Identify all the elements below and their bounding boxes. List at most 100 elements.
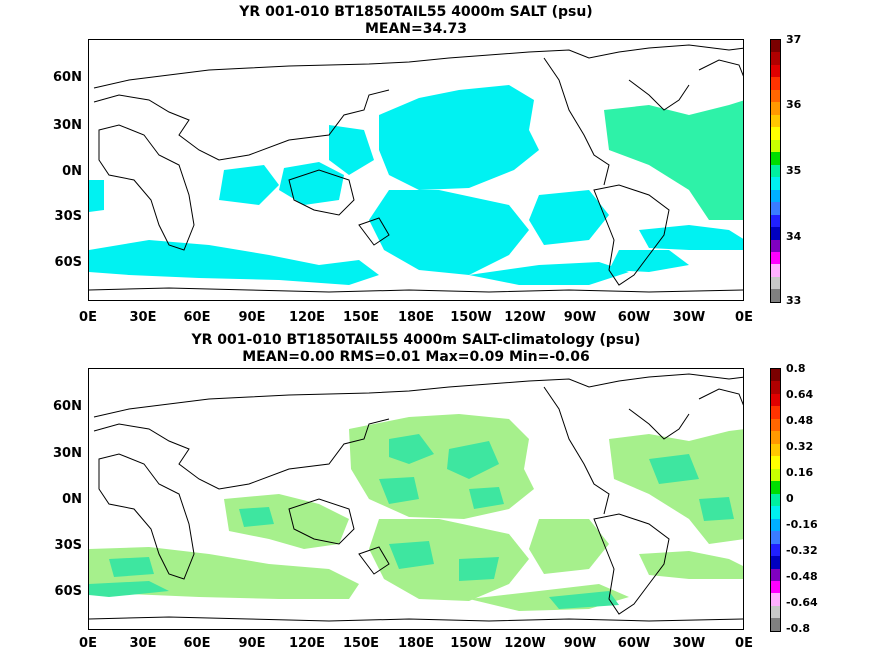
- colorbar-segment: [771, 481, 780, 494]
- panel2-title: YR 001-010 BT1850TAIL55 4000m SALT-clima…: [191, 332, 641, 348]
- colorbar-segment: [771, 40, 780, 53]
- panel1-cbar-label-37: 37: [786, 33, 802, 46]
- colorbar-segment: [771, 605, 780, 619]
- colorbar-segment: [771, 468, 780, 482]
- panel1-lon-180e: 180E: [397, 310, 435, 325]
- panel2-lon-120e: 120E: [288, 636, 326, 651]
- panel1-subtitle: MEAN=34.73: [364, 21, 468, 37]
- panel2-lat-0n: 0N: [62, 492, 82, 507]
- colorbar-segment: [771, 214, 780, 228]
- colorbar-segment: [771, 177, 780, 190]
- colorbar-segment: [771, 164, 780, 178]
- panel2-subtitle: MEAN=0.00 RMS=0.01 Max=0.09 Min=-0.06: [242, 349, 590, 365]
- colorbar-segment: [771, 531, 780, 544]
- colorbar-segment: [771, 114, 780, 128]
- colorbar-segment: [771, 443, 780, 457]
- panel1-cbar-label-33: 33: [786, 294, 802, 307]
- panel1-lon-150e: 150E: [342, 310, 380, 325]
- panel1-lat-0n: 0N: [62, 164, 82, 179]
- panel2-lon-90e: 90E: [238, 636, 266, 651]
- colorbar-segment: [771, 239, 780, 252]
- colorbar-segment: [771, 89, 780, 103]
- colorbar-segment: [771, 77, 780, 90]
- panel2-cbar-label-2: 0.48: [786, 414, 814, 427]
- colorbar-segment: [771, 152, 780, 165]
- panel1-title: YR 001-010 BT1850TAIL55 4000m SALT (psu): [239, 4, 593, 20]
- colorbar-segment: [771, 418, 780, 432]
- panel1-coastlines: [89, 44, 743, 293]
- panel1-field: [89, 85, 743, 285]
- panel1-cbar-label-35: 35: [786, 164, 802, 177]
- panel2-cbar-label-10: -0.8: [786, 622, 811, 635]
- colorbar-segment: [771, 251, 780, 265]
- panel1-lat-60n: 60N: [53, 70, 82, 85]
- panel2-lon-120w: 120W: [504, 636, 546, 651]
- panel2-cbar-label-6: -0.16: [786, 518, 818, 531]
- panel2-lon-0e: 0E: [79, 636, 97, 651]
- panel1-lon-90e: 90E: [238, 310, 266, 325]
- colorbar-segment: [771, 127, 780, 140]
- colorbar-segment: [771, 518, 780, 532]
- colorbar-segment: [771, 556, 780, 569]
- panel2-lon-90w: 90W: [563, 636, 597, 651]
- panel2-lon-150e: 150E: [342, 636, 380, 651]
- colorbar-segment: [771, 543, 780, 557]
- panel1-map-svg: [89, 44, 743, 293]
- colorbar-segment: [771, 618, 780, 631]
- panel2-cbar-label-8: -0.48: [786, 570, 818, 583]
- colorbar-segment: [771, 506, 780, 519]
- panel2-lon-30w: 30W: [672, 636, 706, 651]
- colorbar-segment: [771, 381, 780, 394]
- panel1-lon-0e-end: 0E: [735, 310, 753, 325]
- panel2-lon-60e: 60E: [183, 636, 211, 651]
- panel1-lon-150w: 150W: [450, 310, 492, 325]
- panel2-lon-60w: 60W: [617, 636, 651, 651]
- panel2-lon-0e-end: 0E: [735, 636, 753, 651]
- panel2-cbar-label-1: 0.64: [786, 388, 814, 401]
- colorbar-segment: [771, 593, 780, 606]
- panel2-cbar-label-5: 0: [786, 492, 794, 505]
- colorbar-segment: [771, 276, 780, 290]
- panel1-lon-120w: 120W: [504, 310, 546, 325]
- panel2-map: [88, 368, 744, 630]
- colorbar-segment: [771, 227, 780, 240]
- colorbar-segment: [771, 568, 780, 581]
- colorbar-segment: [771, 393, 780, 407]
- panel1-lon-30e: 30E: [129, 310, 157, 325]
- colorbar-segment: [771, 369, 780, 382]
- colorbar-segment: [771, 64, 780, 78]
- colorbar-segment: [771, 289, 780, 302]
- panel1-map: [88, 39, 744, 301]
- colorbar-segment: [771, 431, 780, 444]
- colorbar-segment: [771, 102, 780, 115]
- panel2-cbar-label-0: 0.8: [786, 362, 806, 375]
- panel2-cbar-label-4: 0.16: [786, 466, 814, 479]
- panel1-lon-90w: 90W: [563, 310, 597, 325]
- panel2-lat-60s: 60S: [54, 584, 82, 599]
- panel2-lon-180e: 180E: [397, 636, 435, 651]
- colorbar-segment: [771, 264, 780, 277]
- panel2-lon-150w: 150W: [450, 636, 492, 651]
- colorbar-segment: [771, 202, 780, 215]
- panel1-cbar-label-36: 36: [786, 98, 802, 111]
- panel2-cbar-label-9: -0.64: [786, 596, 818, 609]
- colorbar-segment: [771, 493, 780, 507]
- colorbar-segment: [771, 406, 780, 419]
- colorbar-segment: [771, 456, 780, 469]
- panel1-lon-60e: 60E: [183, 310, 211, 325]
- panel2-colorbar: [770, 368, 781, 632]
- colorbar-segment: [771, 139, 780, 153]
- panel2-field-mixed: [89, 434, 734, 609]
- colorbar-segment: [771, 52, 780, 65]
- panel1-lon-30w: 30W: [672, 310, 706, 325]
- panel2-lat-30n: 30N: [53, 446, 82, 461]
- panel1-lat-30n: 30N: [53, 118, 82, 133]
- panel1-lat-60s: 60S: [54, 255, 82, 270]
- panel1-lat-30s: 30S: [54, 209, 82, 224]
- colorbar-segment: [771, 189, 780, 203]
- panel1-lon-120e: 120E: [288, 310, 326, 325]
- panel2-cbar-label-7: -0.32: [786, 544, 818, 557]
- panel2-lat-60n: 60N: [53, 399, 82, 414]
- panel2-lon-30e: 30E: [129, 636, 157, 651]
- panel1-lon-0e: 0E: [79, 310, 97, 325]
